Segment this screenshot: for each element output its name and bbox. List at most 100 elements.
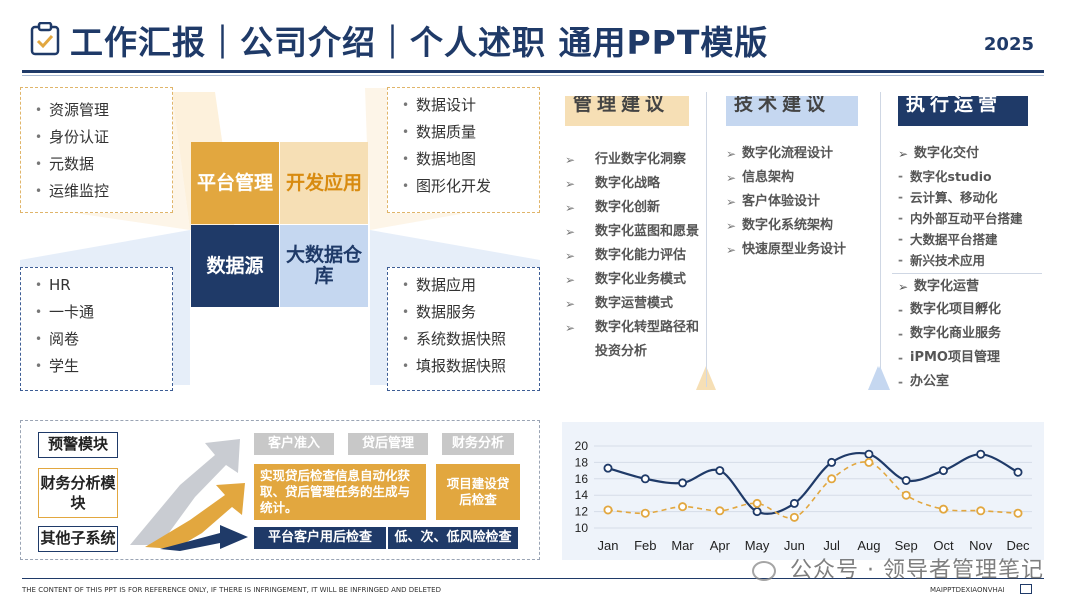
list-item: 系统数据快照 — [402, 326, 539, 353]
column-management: 管理建议 行业数字化洞察 数字化战略 数字化创新 数字化蓝图和愿景 数字化能力评… — [565, 96, 700, 364]
y-tick-label: 10 — [575, 521, 589, 535]
list-item: 行业数字化洞察 — [565, 148, 700, 172]
x-tick-label: Mar — [671, 538, 694, 553]
data-point — [827, 457, 837, 467]
list-item: 数据质量 — [402, 119, 539, 146]
monitor-icon — [1020, 584, 1032, 594]
module-finance: 财务分析模块 — [38, 468, 118, 518]
data-point — [603, 505, 613, 515]
group-operation-head: ➢ 数字化运营 — [898, 276, 1048, 298]
data-point — [678, 478, 688, 488]
data-point — [938, 504, 948, 514]
header-divider — [22, 70, 1044, 73]
y-tick-label: 16 — [575, 472, 589, 486]
list-item: 数字化蓝图和愿景 — [565, 220, 700, 244]
y-tick-label: 20 — [575, 439, 589, 453]
x-tick-label: Jan — [598, 538, 619, 553]
year-label: 2025 — [983, 34, 1034, 55]
arrow-icon: ➢ — [898, 280, 909, 294]
x-tick-label: Feb — [634, 538, 656, 553]
line-chart: 20 18 16 14 12 10 Jan Feb Mar Apr May Jun Jul Aug Sep O… — [575, 439, 1032, 553]
x-tick-label: Dec — [1006, 538, 1030, 553]
list-item: 身份认证 — [35, 124, 172, 151]
navy-box-platform-check: 平台客户用后检查 — [254, 527, 386, 549]
footer-disclaimer: THE CONTENT OF THIS PPT IS FOR REFERENCE… — [22, 586, 441, 594]
list-item: iPMO项目管理 — [898, 346, 1048, 370]
x-tick-label: Oct — [933, 538, 954, 553]
tag-customer-access: 客户准入 — [254, 433, 334, 455]
list-item: 阅卷 — [35, 326, 172, 353]
list-item: 运维监控 — [35, 178, 172, 205]
list-item: 数字化系统架构 — [726, 214, 876, 238]
list-item: 元数据 — [35, 151, 172, 178]
data-point — [938, 466, 948, 476]
data-point — [603, 463, 613, 473]
data-point — [715, 466, 725, 476]
data-point — [901, 475, 911, 485]
column-management-title: 管理建议 — [565, 96, 689, 126]
data-point — [678, 502, 688, 512]
arrow-icon: ➢ — [898, 147, 909, 161]
group-delivery-head: ➢ 数字化交付 — [898, 144, 1048, 164]
x-tick-label: Nov — [969, 538, 993, 553]
list-item: 数据应用 — [402, 272, 539, 299]
data-point — [752, 507, 762, 517]
chart-panel — [562, 422, 1044, 560]
series-line-2 — [607, 461, 1019, 519]
data-point — [789, 512, 799, 522]
clipboard-icon — [30, 21, 60, 56]
footer-divider — [22, 578, 1044, 579]
x-tick-label: Jul — [823, 538, 840, 553]
tag-post-loan: 贷后管理 — [348, 433, 428, 455]
y-tick-label: 14 — [575, 488, 589, 502]
list-item: 图形化开发 — [402, 173, 539, 200]
column-execution-title: 执行运营 — [898, 96, 1028, 126]
footer-brand: MAIPPTDEXIAONVHAI — [930, 586, 1005, 594]
data-point — [864, 457, 874, 467]
data-point — [864, 449, 874, 459]
navy-box-risk-check: 低、次、低风险检查 — [388, 527, 518, 549]
bottom-left-list-box: HR 一卡通 阅卷 学生 — [20, 267, 173, 391]
list-item: 快速原型业务设计 — [726, 238, 876, 262]
data-point — [1013, 467, 1023, 477]
x-tick-label: Jun — [784, 538, 805, 553]
list-item: 数字化项目孵化 — [898, 298, 1048, 322]
page-title: 工作汇报｜公司介绍｜个人述职 通用PPT模版 — [70, 23, 769, 62]
tag-finance-analysis: 财务分析 — [442, 433, 514, 455]
list-item: 数字化商业服务 — [898, 322, 1048, 346]
module-other: 其他子系统 — [38, 526, 118, 552]
list-item: 数字运营模式 — [565, 292, 700, 316]
list-item: 数据设计 — [402, 92, 539, 119]
data-point — [789, 498, 799, 508]
list-item: 办公室 — [898, 370, 1048, 394]
column-execution-marker — [870, 366, 890, 390]
list-item: 数字化能力评估 — [565, 244, 700, 268]
data-point — [715, 506, 725, 516]
list-item: 新兴技术应用 — [898, 250, 1048, 271]
list-item: 信息架构 — [726, 166, 876, 190]
gold-box-project-check: 项目建设贷后检查 — [436, 464, 520, 520]
column-execution: 执行运营 ➢ 数字化交付 数字化studio 云计算、移动化 内外部互动平台搭建… — [892, 96, 1048, 394]
data-point — [640, 474, 650, 484]
process-arrows — [130, 439, 248, 551]
list-item: 资源管理 — [35, 97, 172, 124]
data-point — [827, 474, 837, 484]
list-item: 数字化创新 — [565, 196, 700, 220]
list-item: 数据地图 — [402, 146, 539, 173]
top-right-list-box: 数据设计 数据质量 数据地图 图形化开发 — [387, 87, 540, 213]
module-warning: 预警模块 — [38, 432, 118, 458]
column-technology-title: 技术建议 — [726, 96, 858, 126]
column-divider — [880, 92, 881, 387]
bottom-right-list-box: 数据应用 数据服务 系统数据快照 填报数据快照 — [387, 267, 540, 391]
column-divider — [706, 92, 707, 387]
list-item: 学生 — [35, 353, 172, 380]
header-divider-thin — [22, 75, 1044, 76]
data-point — [976, 506, 986, 516]
list-item: 数字化studio — [898, 166, 1048, 187]
list-item: 内外部互动平台搭建 — [898, 208, 1048, 229]
watermark: 公众号 · 领导者管理笔记 — [752, 552, 1044, 584]
list-item: 云计算、移动化 — [898, 187, 1048, 208]
quadrant-development: 开发应用 — [280, 142, 368, 224]
list-item: 数据服务 — [402, 299, 539, 326]
list-item: 一卡通 — [35, 299, 172, 326]
